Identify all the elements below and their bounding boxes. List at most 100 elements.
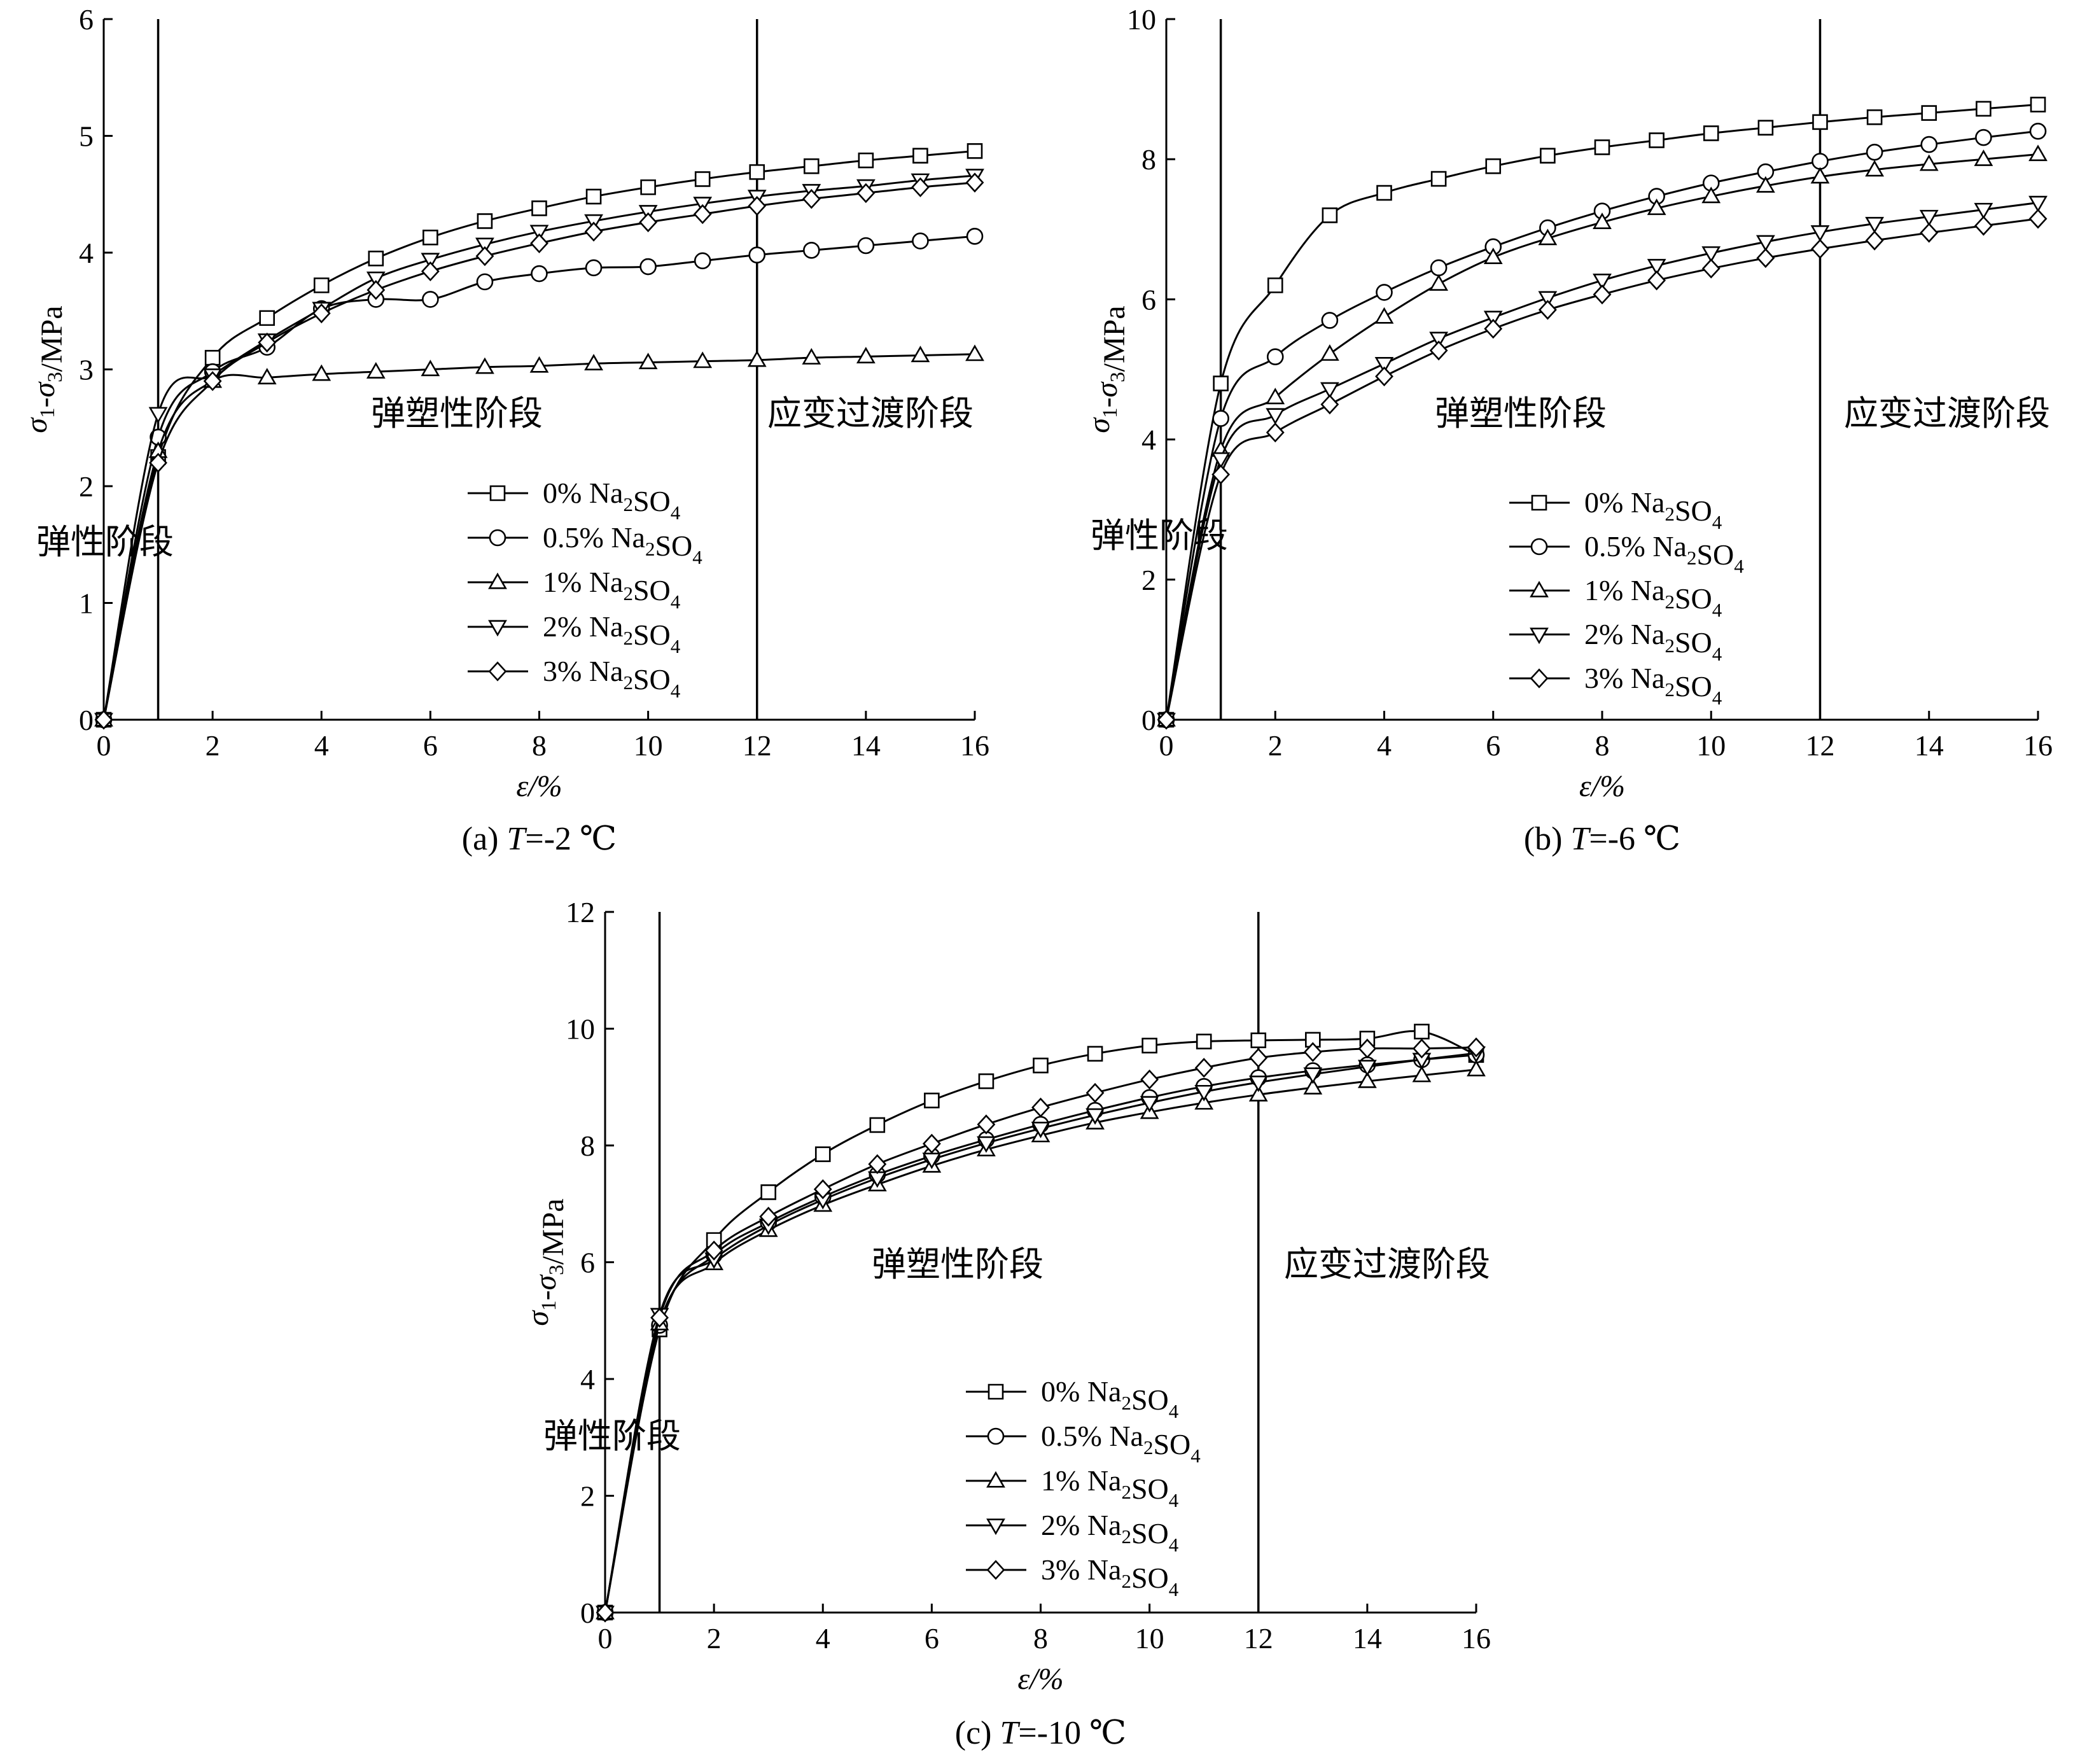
data-point-marker: [912, 232, 929, 249]
y-tick-label: 2: [79, 470, 94, 503]
data-point-marker: [922, 1133, 941, 1154]
data-point-marker: [1467, 1060, 1486, 1077]
x-tick-label: 16: [1462, 1622, 1491, 1655]
data-point-marker: [1974, 149, 1993, 166]
data-point-marker: [967, 143, 983, 159]
data-point-marker: [977, 1114, 996, 1135]
data-point-marker: [366, 280, 386, 300]
data-point-marker: [1266, 422, 1285, 443]
data-point-marker: [585, 259, 603, 277]
data-point-marker: [1085, 1108, 1105, 1125]
x-tick-label: 4: [816, 1622, 830, 1655]
data-point-marker: [965, 172, 984, 193]
data-point-marker: [1594, 139, 1610, 155]
x-tick-label: 10: [1696, 729, 1726, 762]
data-point-marker: [977, 1136, 996, 1153]
data-point-marker: [813, 1179, 832, 1200]
y-tick-label: 10: [566, 1013, 595, 1046]
data-point-marker: [1303, 1067, 1323, 1084]
elastic-stage-label: 弹性阶段: [543, 1416, 681, 1456]
legend-label: 1% Na2SO4: [1041, 1464, 1179, 1511]
x-tick-label: 10: [634, 729, 663, 762]
data-point-marker: [204, 349, 221, 366]
data-point-marker: [421, 360, 440, 377]
data-point-marker: [1212, 410, 1229, 427]
data-point-marker: [814, 1146, 831, 1163]
data-point-marker: [1483, 311, 1503, 328]
data-point-marker: [1701, 258, 1721, 279]
y-tick-label: 0: [1141, 704, 1156, 736]
legend-marker: [1530, 627, 1549, 645]
data-point-marker: [857, 237, 875, 255]
data-point-marker: [1430, 259, 1448, 277]
data-point-marker: [476, 273, 494, 291]
data-point-marker: [1755, 235, 1775, 252]
data-point-marker: [422, 291, 439, 308]
legend-marker: [1530, 538, 1548, 556]
panel-caption: (a) T=-2 ℃: [462, 821, 617, 857]
data-point-marker: [1374, 307, 1394, 324]
y-tick-label: 8: [580, 1130, 595, 1162]
data-point-marker: [748, 195, 767, 216]
chart-panel-c: 0 2 4 6 8 10 12 0 2 4 6 8 10 12 14 16 弹性阶段 弹塑性阶段 应变过渡阶段 0% …: [521, 896, 1491, 1751]
data-point-marker: [650, 1307, 669, 1328]
data-point-marker: [1647, 199, 1666, 215]
data-point-marker: [1140, 1069, 1159, 1089]
legend-label: 3% Na2SO4: [1584, 662, 1722, 709]
x-tick-label: 4: [1377, 729, 1392, 762]
x-tick-label: 0: [1159, 729, 1174, 762]
data-point-marker: [1412, 1065, 1432, 1082]
data-point-marker: [965, 344, 984, 361]
data-point-marker: [1703, 125, 1719, 141]
y-axis-title: σ1-σ3/MPa: [20, 305, 69, 433]
data-point-marker: [584, 221, 603, 242]
data-point-marker: [1974, 216, 1993, 236]
data-point-marker: [1321, 312, 1339, 329]
y-tick-label: 4: [580, 1363, 595, 1396]
x-axis-title: ε/%: [1579, 769, 1625, 803]
data-point-marker: [804, 158, 820, 174]
data-point-marker: [148, 407, 168, 424]
data-point-marker: [1429, 332, 1449, 349]
data-point-marker: [706, 1232, 722, 1248]
data-point-marker: [911, 346, 930, 363]
data-point-marker: [596, 1602, 615, 1623]
x-axis-title: ε/%: [516, 769, 562, 803]
x-tick-label: 4: [314, 729, 329, 762]
data-point-marker: [1305, 1032, 1321, 1048]
legend-label: 3% Na2SO4: [1041, 1553, 1179, 1600]
series-line: [102, 181, 975, 720]
data-point-marker: [1266, 348, 1284, 365]
data-point-marker: [1921, 105, 1937, 121]
legend-marker: [488, 620, 507, 637]
legend-label: 0.5% Na2SO4: [1041, 1420, 1201, 1467]
data-point-marker: [1085, 1082, 1105, 1103]
transition-stage-label: 应变过渡阶段: [767, 393, 974, 433]
data-point-marker: [1538, 291, 1558, 308]
legend-marker: [1530, 668, 1549, 689]
elastic-stage-label: 弹性阶段: [36, 522, 174, 562]
x-tick-label: 2: [707, 1622, 722, 1655]
data-point-marker: [1429, 340, 1448, 361]
data-point-marker: [313, 277, 330, 293]
y-tick-label: 5: [79, 120, 94, 153]
legend-marker: [986, 1560, 1005, 1580]
data-point-marker: [1033, 1058, 1049, 1074]
data-point-marker: [1647, 258, 1666, 276]
data-point-marker: [149, 452, 167, 473]
data-point-marker: [858, 152, 874, 169]
data-point-marker: [1976, 101, 1992, 117]
legend-label: 0% Na2SO4: [1041, 1375, 1179, 1422]
data-point-marker: [1376, 284, 1393, 301]
data-point-marker: [1031, 1097, 1050, 1118]
data-point-marker: [748, 246, 766, 263]
data-point-marker: [1865, 216, 1885, 234]
data-point-marker: [475, 357, 494, 374]
data-point-marker: [1267, 277, 1283, 293]
data-point-marker: [911, 177, 930, 197]
legend-label: 3% Na2SO4: [543, 655, 681, 702]
data-point-marker: [531, 200, 547, 216]
data-point-marker: [368, 250, 384, 267]
